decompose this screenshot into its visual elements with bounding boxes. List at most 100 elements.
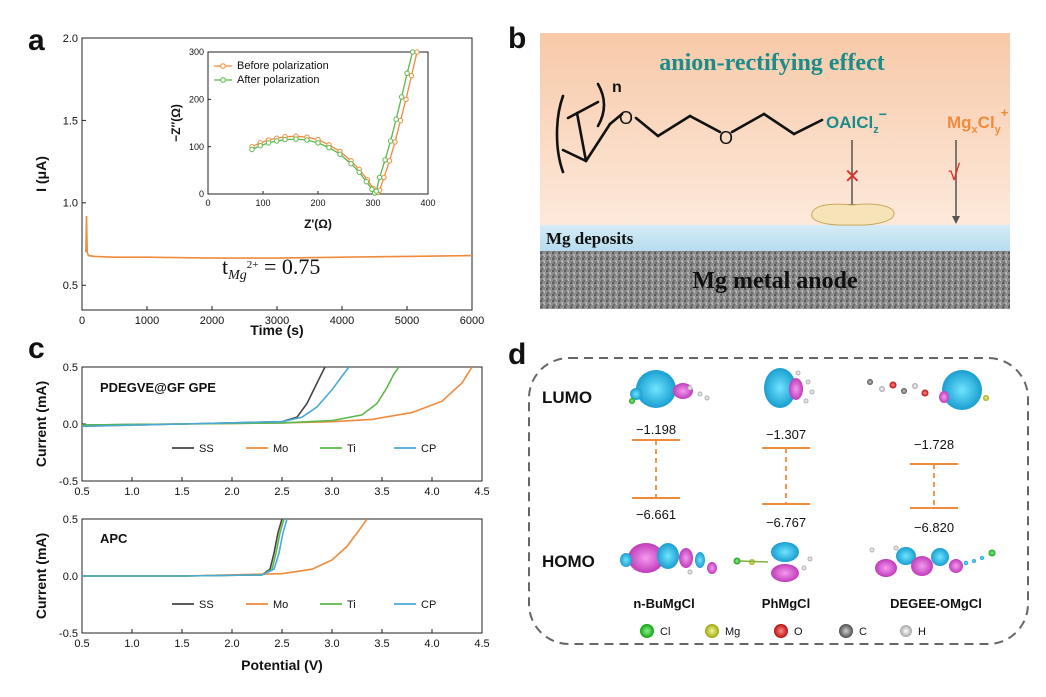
x-tick-label: 2.5 [274,486,289,498]
anion-label: OAlClz− [826,106,887,136]
legend-label: SS [199,443,214,455]
data-point [409,49,416,55]
data-point [315,140,321,146]
x-axis-label: Time (s) [250,322,303,338]
x-tick-label: 2.0 [224,486,239,498]
x-tick-label: 2000 [200,315,224,327]
deposit-layer [540,225,1010,251]
cation-label: MgxCly+ [947,105,1009,136]
chart-a-inset: 0 100 200 300 400 0 100 200 300 −Z″(Ω) Z'(Ω) Before… [169,47,436,231]
x-axis-label: Potential (V) [241,657,323,673]
data-point [404,70,410,77]
cross-mark: ✕ [844,166,861,188]
x-tick-label: 1.0 [124,638,139,650]
check-mark: √ [948,160,961,185]
x-tick-label: 3000 [265,315,289,327]
x-tick-label: 300 [365,198,380,208]
lumo-energy-2: −1.307 [766,427,806,442]
x-tick-label: 4.5 [474,638,489,650]
data-point [326,144,332,151]
x-tick-label: 1.5 [174,486,189,498]
molecule-name-2: PhMgCl [762,596,810,611]
x-tick-label: 0 [79,315,85,327]
data-point [348,161,354,167]
x-tick-label: 3.5 [374,486,389,498]
electrolyte-region [540,33,1010,225]
mo-frame [528,357,1029,645]
series-line-mo [82,367,473,428]
data-point [397,117,404,124]
series-line-cp [82,367,350,428]
panel-b: anion-rectifying effect n O O OAlClz− Mg… [540,33,1010,309]
transference-label: tMg2+ = 0.75 [222,254,320,283]
oxygen-1: O [619,108,633,128]
homo-energy-2: −6.767 [766,515,806,530]
energy-bar-2: −1.307 −6.767 [762,427,810,530]
atom-h-swatch [900,625,912,637]
x-tick-label: 4.5 [474,486,489,498]
molecule-name-3: DEGEE-OMgCl [890,596,982,611]
x-tick-label: 1.5 [174,638,189,650]
y-tick-label: 0.5 [63,514,78,526]
data-point [398,94,405,100]
x-tick-label: 0.5 [74,486,89,498]
legend-marker [220,63,226,69]
anion-blob [811,203,895,226]
series-line-current [85,215,472,259]
x-tick-label: 400 [420,198,435,208]
legend-label: Ti [347,599,356,611]
x-tick-label: 100 [255,198,270,208]
polymer-structure [555,82,824,174]
atom-o-label: O [794,626,803,638]
data-point [249,146,255,153]
energy-bar-1: −1.198 −6.661 [632,422,680,522]
data-point [393,116,399,122]
data-point [369,186,375,192]
x-tick-label: 6000 [460,315,484,327]
atom-cl-swatch [640,624,654,638]
legend-label: Mo [273,599,288,611]
orbital-homo-3 [869,545,996,577]
lumo-label: LUMO [542,388,592,407]
legend-marker [220,77,226,83]
lumo-energy-3: −1.728 [914,437,954,452]
legend-label: CP [421,443,436,455]
atom-mg-label: Mg [725,626,740,638]
panel-label-b: b [508,22,526,55]
data-point [363,178,370,185]
panel-label-d: d [508,338,526,371]
data-point [373,188,379,194]
homo-energy-3: −6.820 [914,520,954,535]
homo-energy-1: −6.661 [636,507,676,522]
data-point [356,169,362,175]
legend-label: CP [421,599,436,611]
data-point [376,174,383,181]
x-tick-label: 2.5 [274,638,289,650]
panel-d: LUMO HOMO −1.198 [528,357,1029,645]
data-point [265,140,272,146]
y-tick-label: 0.5 [63,280,78,292]
orbital-lumo-1 [629,370,710,408]
atom-c-label: C [859,626,867,638]
data-point [274,138,280,144]
x-axis-label: Z'(Ω) [304,217,332,231]
x-tick-label: 2.0 [224,638,239,650]
data-point [392,139,398,145]
x-tick-label: 0 [205,198,210,208]
data-point [304,137,310,143]
y-tick-label: -0.5 [59,628,78,640]
chart-c-top: 0.5 1.0 1.5 2.0 2.5 3.0 3.5 4.0 4.5 -0.5 0.0 0.5 Cur… [33,362,490,498]
inset-background [208,52,428,194]
rectifying-title: anion-rectifying effect [659,50,884,76]
x-tick-label: 4000 [330,315,354,327]
y-axis-label: I (μA) [33,156,49,192]
x-tick-label: 3.5 [374,638,389,650]
data-point [282,136,288,143]
legend-label: Mo [273,443,288,455]
y-axis-label: Current (mA) [33,533,49,619]
atom-legend: Cl Mg O C H [640,624,926,638]
x-tick-label: 4.0 [424,638,439,650]
y-tick-label: 1.5 [63,115,78,127]
